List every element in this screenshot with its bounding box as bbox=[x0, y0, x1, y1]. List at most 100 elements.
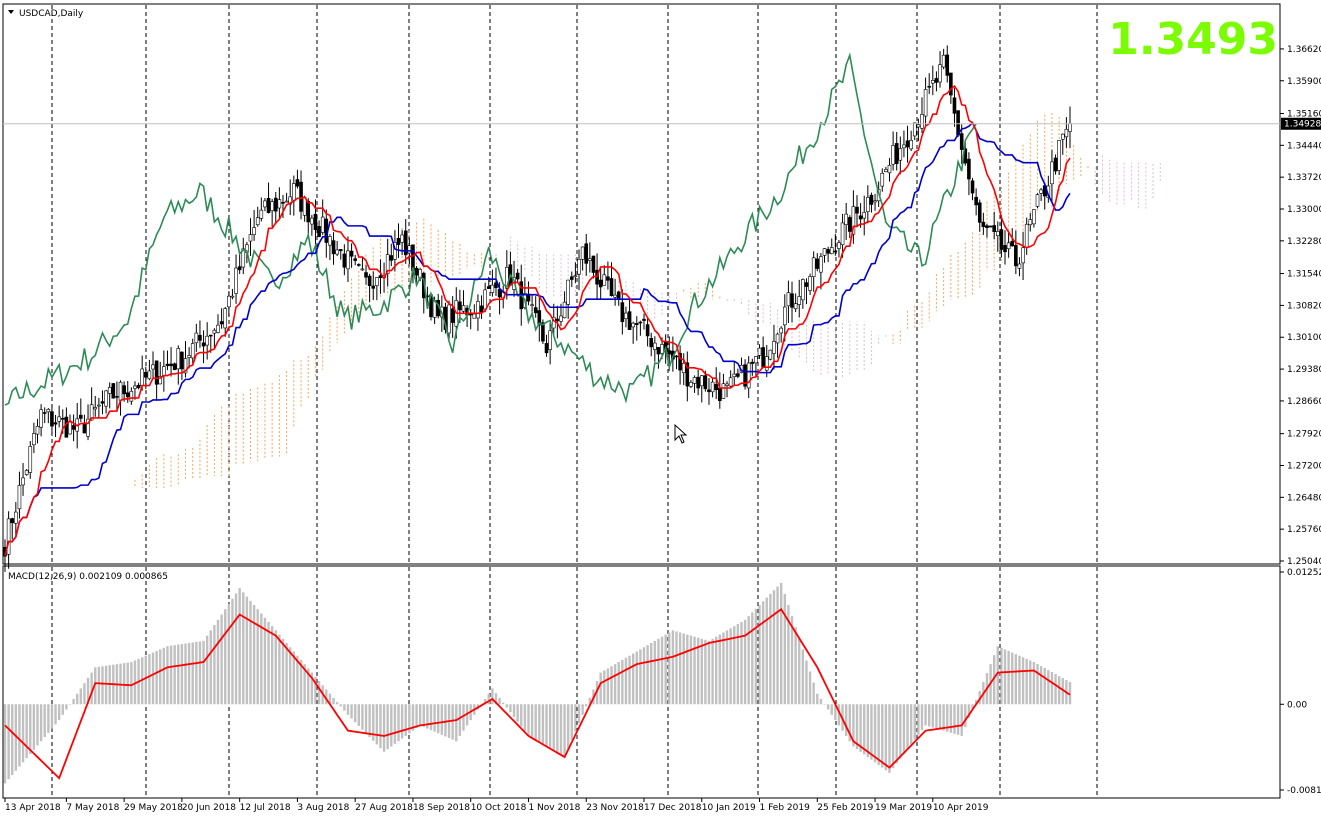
candle-body bbox=[959, 133, 964, 150]
macd-bar bbox=[213, 625, 216, 705]
macd-bar bbox=[606, 668, 610, 705]
candle-body bbox=[551, 317, 556, 329]
candle-body bbox=[544, 343, 549, 354]
macd-bar bbox=[238, 588, 241, 705]
macd-bar bbox=[11, 704, 14, 776]
candle-body bbox=[681, 363, 686, 373]
macd-bar bbox=[328, 693, 332, 705]
candle-body bbox=[32, 433, 36, 446]
candle-body bbox=[270, 201, 274, 211]
candle-body bbox=[180, 351, 184, 370]
candle-body bbox=[761, 347, 765, 368]
macd-bar bbox=[307, 668, 310, 705]
candle-body bbox=[154, 360, 159, 385]
candle-body bbox=[837, 242, 841, 249]
macd-bar bbox=[819, 698, 823, 705]
macd-bar bbox=[245, 596, 249, 705]
candle-body bbox=[588, 258, 592, 261]
macd-bar bbox=[465, 704, 469, 726]
candle-body bbox=[367, 275, 372, 287]
macd-bar bbox=[1029, 660, 1032, 705]
macd-bar bbox=[974, 700, 978, 705]
macd-bar bbox=[801, 649, 805, 705]
candle-body bbox=[757, 347, 762, 356]
macd-bar bbox=[148, 654, 151, 705]
x-tick-label: 20 Jun 2018 bbox=[182, 803, 236, 813]
candle-body bbox=[17, 485, 22, 510]
candle-body bbox=[584, 243, 589, 264]
macd-bar bbox=[390, 704, 393, 747]
candle-body bbox=[115, 396, 119, 398]
current-price-box bbox=[1281, 117, 1321, 130]
macd-bar bbox=[873, 704, 877, 763]
macd-bar bbox=[346, 704, 350, 715]
y-tick-label: 1.33000 bbox=[1287, 205, 1321, 215]
candle-body bbox=[216, 324, 220, 333]
macd-bar bbox=[195, 641, 198, 705]
candle-body bbox=[746, 362, 751, 389]
candle-body bbox=[176, 348, 181, 370]
candle-body bbox=[479, 305, 484, 313]
candle-body bbox=[815, 258, 820, 269]
candle-body bbox=[569, 276, 574, 280]
candle-body bbox=[620, 302, 625, 323]
candle-body bbox=[483, 289, 487, 310]
macd-signal bbox=[4, 607, 1071, 780]
macd-bar bbox=[54, 704, 57, 725]
candle-body bbox=[772, 341, 776, 354]
y-tick-label: 1.34440 bbox=[1287, 141, 1321, 151]
y-tick-label: 0.012528 bbox=[1287, 568, 1321, 578]
triangle-down-icon[interactable] bbox=[8, 10, 14, 14]
macd-bar bbox=[938, 704, 942, 730]
macd-bar bbox=[787, 605, 790, 705]
candle-body bbox=[93, 407, 98, 410]
macd-bar bbox=[433, 704, 436, 732]
macd-bar bbox=[335, 702, 339, 705]
macd-bar bbox=[90, 672, 93, 705]
macd-bar bbox=[953, 704, 956, 734]
macd-bar bbox=[317, 681, 321, 705]
candle-body bbox=[808, 276, 812, 291]
candle-body bbox=[198, 334, 202, 341]
macd-bar bbox=[631, 653, 635, 705]
candle-body bbox=[931, 80, 935, 84]
macd-bar bbox=[570, 704, 573, 741]
macd-bar bbox=[603, 670, 606, 705]
x-tick-label: 3 Aug 2018 bbox=[297, 803, 349, 813]
candle-body bbox=[999, 229, 1004, 250]
candle-body bbox=[855, 206, 859, 214]
macd-bar bbox=[437, 704, 440, 734]
macd-bar bbox=[624, 657, 628, 705]
macd-bar bbox=[1057, 676, 1061, 705]
y-tick-label: 1.30100 bbox=[1287, 333, 1321, 343]
macd-bar bbox=[942, 704, 945, 731]
macd-bar bbox=[191, 642, 194, 705]
candle-body bbox=[1050, 161, 1054, 185]
candle-body bbox=[710, 381, 715, 393]
candle-body bbox=[909, 139, 913, 150]
macd-bar bbox=[343, 704, 346, 711]
macd-bar bbox=[772, 590, 776, 705]
macd-bar bbox=[372, 704, 375, 741]
macd-bar bbox=[783, 593, 786, 705]
macd-bar bbox=[520, 704, 523, 727]
macd-bar bbox=[1061, 678, 1064, 705]
macd-bar bbox=[617, 662, 620, 705]
big-price-label: 1.3493 bbox=[1108, 14, 1278, 65]
candle-body bbox=[89, 404, 94, 421]
candle-body bbox=[750, 361, 755, 364]
macd-bar bbox=[779, 582, 783, 705]
candle-body bbox=[1035, 194, 1040, 207]
candle-body bbox=[515, 272, 520, 280]
macd-bar bbox=[126, 662, 129, 705]
y-tick-label: -0.00812 bbox=[1287, 786, 1321, 796]
candle-body bbox=[793, 303, 798, 310]
ichimoku-lines bbox=[4, 52, 1071, 556]
x-tick-label: 1 Feb 2019 bbox=[760, 803, 811, 813]
macd-bar bbox=[379, 704, 382, 749]
macd-bar bbox=[646, 645, 649, 705]
candle-body bbox=[1053, 157, 1058, 172]
macd-bar bbox=[487, 693, 490, 705]
macd-bar bbox=[870, 704, 873, 760]
candle-body bbox=[941, 54, 946, 68]
